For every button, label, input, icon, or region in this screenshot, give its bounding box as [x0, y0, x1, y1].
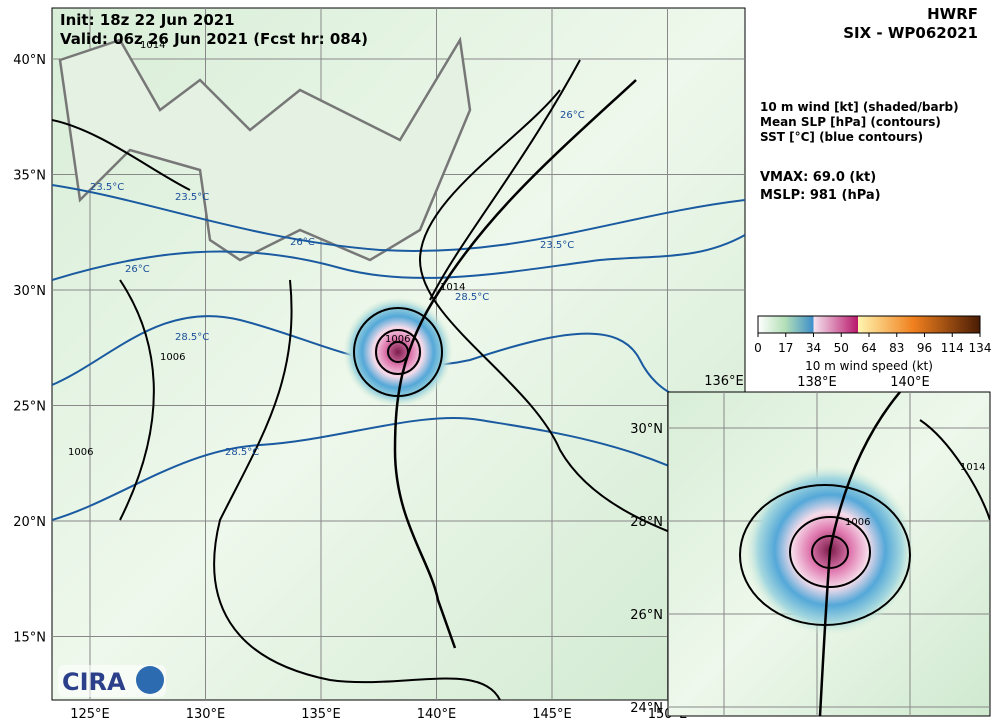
- legend-line: SST [°C] (blue contours): [760, 130, 923, 144]
- contour-label: 1006: [160, 352, 185, 363]
- sst-contour: [52, 416, 701, 521]
- sst-contour: [52, 234, 745, 281]
- vmax: VMAX: 69.0 (kt): [760, 170, 876, 185]
- valid-time: Valid: 06z 26 Jun 2021 (Fcst hr: 084): [60, 30, 368, 48]
- colorbar-tick-label: 50: [834, 341, 849, 355]
- contour-label: 23.5°C: [540, 240, 574, 251]
- contour-label: 1014: [140, 40, 165, 51]
- slp-contour: [375, 329, 421, 375]
- legend-line: 10 m wind [kt] (shaded/barb): [760, 100, 959, 114]
- slp-contour: [919, 419, 990, 521]
- lon-label: 135°E: [301, 707, 341, 722]
- model-name: HWRF: [927, 5, 978, 23]
- lat-label: 30°N: [630, 422, 663, 437]
- lat-label: 25°N: [13, 400, 46, 415]
- lat-label: 28°N: [630, 515, 663, 530]
- lat-label: 15°N: [13, 631, 46, 646]
- inset-map: 30°N 28°N 26°N 24°N 136°E 138°E 140°E 1014 1006: [630, 374, 991, 717]
- lat-label: 35°N: [13, 169, 46, 184]
- contour-label: 1006: [68, 447, 93, 458]
- slp-contour: [418, 89, 745, 561]
- contour-label: 1006: [385, 334, 410, 345]
- logo: CIRA: [58, 665, 166, 697]
- storm-track: [393, 79, 637, 649]
- slp-contour: [119, 279, 501, 700]
- contour-label: 1014: [440, 282, 465, 293]
- sst-contour: [52, 184, 745, 252]
- colorbar: [757, 315, 981, 334]
- colorbar-tick-label: 64: [861, 341, 876, 355]
- lat-label: 40°N: [13, 53, 46, 68]
- colorbar-label: 10 m wind speed (kt): [805, 359, 933, 373]
- colorbar-tick-label: 17: [778, 341, 793, 355]
- storm-name: SIX - WP062021: [843, 24, 978, 42]
- mslp: MSLP: 981 (hPa): [760, 188, 881, 203]
- lat-label: 20°N: [13, 515, 46, 530]
- logo-emblem: [136, 666, 164, 694]
- land-outline: [58, 36, 472, 262]
- contour-label: 1006: [845, 517, 870, 528]
- sst-contour: [52, 314, 745, 405]
- lon-label: 125°E: [70, 707, 110, 722]
- lon-label: 130°E: [186, 707, 226, 722]
- info-panel: HWRF SIX - WP062021 10 m wind [kt] (shad…: [754, 5, 991, 373]
- contour-label: 28.5°C: [175, 332, 209, 343]
- contour-label: 23.5°C: [90, 182, 124, 193]
- contour-label: 28.5°C: [225, 447, 259, 458]
- colorbar-tick-label: 0: [754, 341, 762, 355]
- colorbar-tick-label: 96: [917, 341, 932, 355]
- slp-contour: [52, 59, 581, 301]
- lon-label: 136°E: [704, 374, 744, 389]
- contour-label: 26°C: [560, 110, 585, 121]
- contour-label: 26°C: [125, 264, 150, 275]
- lat-label: 24°N: [630, 701, 663, 716]
- lat-label: 30°N: [13, 284, 46, 299]
- lon-label: 140°E: [890, 375, 930, 390]
- colorbar-tick-label: 134: [969, 341, 992, 355]
- contour-label: 26°C: [290, 237, 315, 248]
- storm-wind-field: [343, 297, 453, 407]
- lon-label: 140°E: [417, 707, 457, 722]
- slp-contour: [789, 516, 871, 588]
- legend-line: Mean SLP [hPa] (contours): [760, 115, 941, 129]
- lon-label: 138°E: [797, 375, 837, 390]
- logo-text: CIRA: [62, 668, 126, 696]
- lon-label: 145°E: [532, 707, 572, 722]
- storm-track: [818, 392, 901, 716]
- init-time: Init: 18z 22 Jun 2021: [60, 11, 235, 29]
- colorbar-tick-label: 34: [806, 341, 821, 355]
- main-map: Init: 18z 22 Jun 2021 Valid: 06z 26 Jun …: [13, 7, 746, 722]
- colorbar-tick-label: 83: [889, 341, 904, 355]
- contour-label: 28.5°C: [455, 292, 489, 303]
- lat-label: 26°N: [630, 608, 663, 623]
- colorbar-tick-label: 114: [941, 341, 964, 355]
- contour-label: 23.5°C: [175, 192, 209, 203]
- contour-label: 1014: [960, 462, 985, 473]
